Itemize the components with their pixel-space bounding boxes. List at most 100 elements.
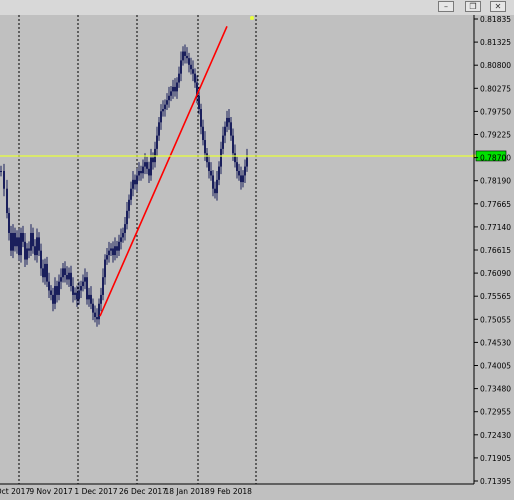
price-tick-label: 0.81835 (480, 15, 511, 24)
candle (112, 241, 114, 263)
candle (142, 159, 144, 179)
candle-body (46, 263, 48, 282)
candle (212, 170, 214, 197)
candle (38, 232, 40, 256)
candle (14, 227, 16, 252)
candle (160, 104, 162, 130)
candle (106, 248, 108, 265)
candle-body (80, 286, 82, 291)
candle-body (10, 232, 12, 251)
candle-body (88, 294, 90, 300)
candle-body (70, 272, 72, 287)
minimize-button[interactable]: – (438, 1, 454, 12)
candle (64, 261, 66, 283)
candle (178, 66, 180, 88)
candle (246, 148, 248, 172)
candle (114, 237, 116, 261)
candle-body (190, 64, 192, 70)
candle-body (110, 248, 112, 251)
candle (226, 110, 228, 133)
candle-body (246, 157, 248, 167)
candle (230, 117, 232, 141)
candle (192, 60, 194, 82)
candle-body (176, 82, 178, 92)
candle-body (144, 162, 146, 167)
price-tick-label: 0.78700 (480, 154, 511, 163)
restore-button[interactable]: ❐ (465, 1, 481, 12)
candle-body (204, 140, 206, 154)
candle-body (44, 263, 46, 278)
candle (78, 281, 80, 305)
close-button[interactable]: ✕ (490, 1, 506, 12)
candle-body (92, 303, 94, 313)
candle-body (148, 168, 150, 176)
candle-body (134, 179, 136, 185)
candle (140, 165, 142, 181)
candle (16, 230, 18, 254)
candle-body (100, 294, 102, 304)
candle-body (194, 73, 196, 83)
candle-body (142, 166, 144, 174)
candle (146, 156, 148, 175)
candle (60, 268, 62, 290)
candle-body (96, 317, 98, 320)
red-trendline[interactable] (99, 25, 228, 317)
candle-body (146, 162, 148, 169)
candle (46, 256, 48, 287)
candle-body (3, 171, 5, 189)
candle-body (22, 232, 24, 242)
candle-body (24, 241, 26, 260)
candle-body (66, 275, 68, 280)
candle (214, 181, 216, 199)
candle-body (48, 281, 50, 291)
candle (170, 86, 172, 102)
candle-body (166, 100, 168, 105)
candle-body (34, 246, 36, 256)
candle-body (170, 91, 172, 96)
candle (100, 287, 102, 312)
price-tick-label: 0.80275 (480, 84, 511, 93)
candle-body (84, 277, 86, 282)
candle-body (156, 135, 158, 149)
candle (118, 234, 120, 256)
candle-body (86, 277, 88, 300)
candle-body (150, 157, 152, 176)
candle (34, 239, 36, 261)
candle (220, 141, 222, 175)
candle (8, 207, 10, 241)
candle-body (186, 55, 188, 59)
candle-body (158, 122, 160, 136)
candle-body (222, 135, 224, 149)
candle (26, 243, 28, 265)
candle (44, 258, 46, 285)
price-tick-label: 0.73480 (480, 385, 511, 394)
candle-body (114, 246, 116, 256)
candle-body (126, 210, 128, 225)
candle-body (72, 286, 74, 295)
candle-body (212, 175, 214, 189)
candle-body (214, 188, 216, 194)
candle (0, 165, 2, 177)
candle-body (122, 232, 124, 238)
candle (54, 277, 56, 310)
candle-body (178, 73, 180, 83)
candle (210, 162, 212, 181)
candle (108, 241, 110, 263)
candle-body (196, 82, 198, 96)
candle-body (98, 303, 100, 320)
candle-body (116, 246, 118, 251)
candle-body (74, 292, 76, 295)
candle (56, 280, 58, 303)
candle (186, 47, 188, 64)
candle (102, 268, 104, 301)
candle-body (152, 157, 154, 163)
candle-body (242, 175, 244, 183)
price-tick-label: 0.79225 (480, 131, 511, 140)
candle (188, 52, 190, 73)
candle-body (26, 248, 28, 260)
candle-body (244, 166, 246, 176)
candle-body (120, 237, 122, 242)
price-tick-label: 0.80800 (480, 61, 511, 70)
candle (244, 159, 246, 183)
